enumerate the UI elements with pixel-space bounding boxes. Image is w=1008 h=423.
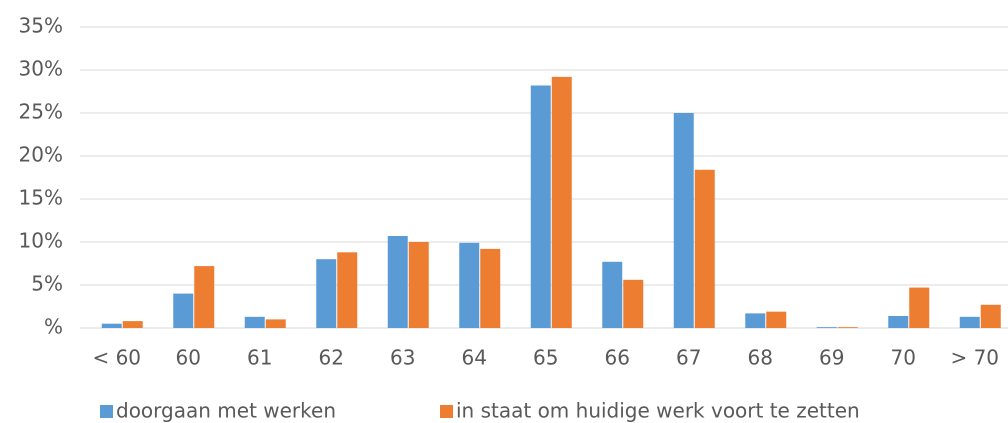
- legend-swatch: [440, 405, 453, 418]
- y-tick-label: 30%: [19, 57, 63, 81]
- x-tick-label: 62: [319, 346, 344, 370]
- bar: [265, 319, 286, 328]
- x-tick-label: < 60: [92, 346, 141, 370]
- y-tick-label: 35%: [19, 14, 63, 38]
- legend-label: in staat om huidige werk voort te zetten: [456, 399, 860, 423]
- y-tick-label: 5%: [31, 272, 63, 296]
- bar: [694, 169, 715, 328]
- bar: [551, 76, 572, 328]
- legend-swatch: [100, 405, 113, 418]
- x-tick-label: 64: [462, 346, 487, 370]
- y-tick-label: 25%: [19, 100, 63, 124]
- y-tick-label: 15%: [19, 186, 63, 210]
- bar: [980, 304, 1001, 328]
- x-tick-label: 65: [533, 346, 558, 370]
- x-tick-label: 63: [390, 346, 415, 370]
- bar: [408, 242, 429, 328]
- bar: [387, 235, 408, 328]
- x-tick-label: 67: [676, 346, 701, 370]
- x-tick-label: 66: [605, 346, 630, 370]
- bar: [766, 311, 787, 328]
- bar: [101, 323, 122, 328]
- bar: [480, 248, 501, 328]
- x-tick-label: > 70: [950, 346, 999, 370]
- x-tick-label: 61: [247, 346, 272, 370]
- x-tick-label: 68: [748, 346, 773, 370]
- y-tick-label: %: [44, 315, 63, 339]
- bar: [816, 327, 837, 328]
- bar: [888, 315, 909, 328]
- bar: [909, 287, 930, 328]
- bar: [530, 85, 551, 328]
- bar: [602, 261, 623, 328]
- bar: [173, 293, 194, 328]
- x-tick-label: 70: [891, 346, 916, 370]
- bar: [337, 252, 358, 328]
- x-tick-label: 69: [819, 346, 844, 370]
- bar: [244, 316, 265, 328]
- y-tick-label: 10%: [19, 229, 63, 253]
- y-tick-label: 20%: [19, 143, 63, 167]
- bar: [122, 321, 143, 328]
- bar: [673, 113, 694, 328]
- legend-label: doorgaan met werken: [116, 399, 336, 423]
- bar: [959, 316, 980, 328]
- x-tick-label: 60: [176, 346, 201, 370]
- bar: [745, 313, 766, 328]
- bar: [837, 327, 858, 328]
- bar: [316, 259, 337, 328]
- bar: [459, 242, 480, 328]
- bar: [623, 279, 644, 328]
- bar: [194, 266, 215, 328]
